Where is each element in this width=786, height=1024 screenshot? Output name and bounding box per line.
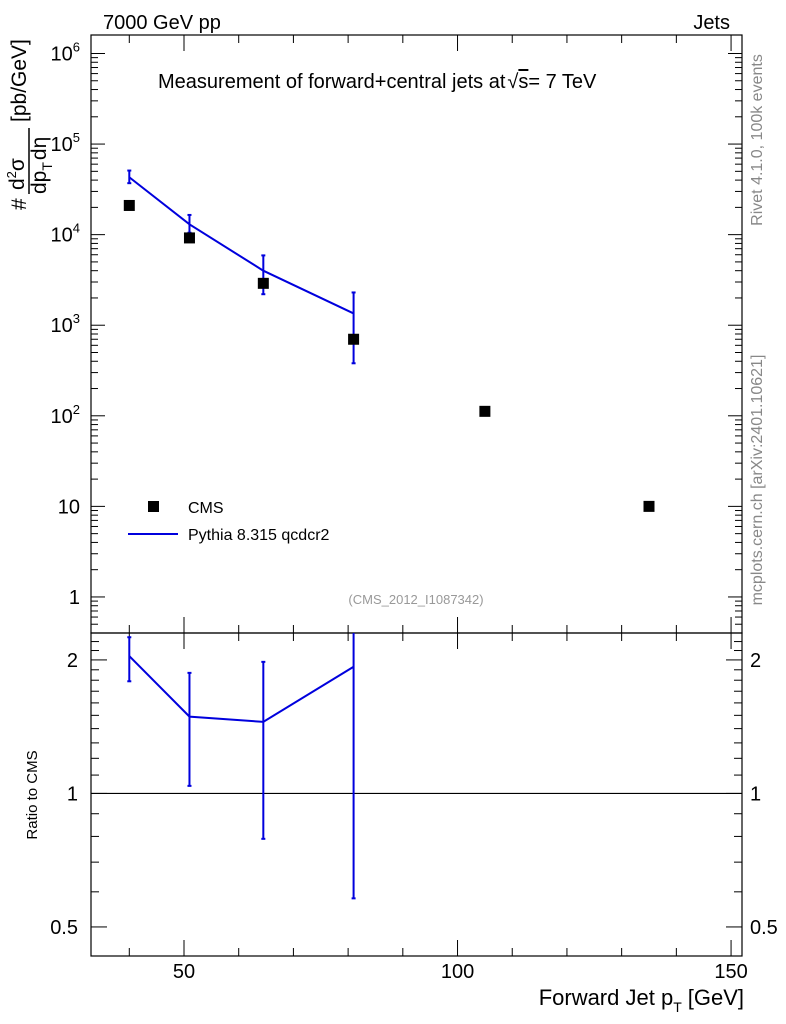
mcplots-reference-label: mcplots.cern.ch [arXiv:2401.10621]: [749, 355, 766, 606]
cms-data-point: [123, 199, 135, 211]
main-y-tick-label-base: 10: [51, 315, 73, 337]
chart-title-sqrt-arg: s: [518, 71, 528, 93]
main-x-ticks: [128, 35, 732, 633]
ratio-y-tick-label-right: 0.5: [750, 917, 778, 939]
y-label-num-sym: σ: [6, 158, 29, 171]
y-label-den-sub: T: [39, 162, 55, 171]
ratio-panel-frame: [90, 632, 743, 957]
main-y-tick-label-exp: 2: [73, 402, 80, 417]
main-data-layer: [123, 169, 655, 512]
x-label-sub: T: [673, 999, 682, 1015]
rivet-version-label: Rivet 4.1.0, 100k events: [749, 54, 766, 226]
cms-data-point: [257, 277, 269, 289]
ratio-x-tick-label: 50: [173, 961, 195, 983]
y-label-den-deta: dη: [28, 137, 51, 160]
pythia-line: [128, 176, 355, 315]
main-y-tick-label: 103: [51, 311, 80, 337]
main-y-tick-label: 104: [51, 221, 80, 247]
ratio-line: [128, 655, 355, 723]
ratio-y-ticks: 0.5 0.5 1 1 2 2: [50, 641, 778, 939]
chart-title-energy: = 7 TeV: [528, 71, 597, 93]
y-label-den-dp: dp: [28, 171, 51, 194]
header-beam-label: 7000 GeV pp: [103, 12, 221, 34]
main-y-tick-label: 1: [69, 587, 80, 609]
main-y-tick-label-base: 10: [51, 225, 73, 247]
main-y-tick-label: 105: [51, 130, 80, 156]
main-y-tick-label-base: 10: [51, 43, 73, 65]
main-y-tick-label-exp: 5: [73, 130, 80, 145]
main-y-tick-label-exp: 6: [73, 39, 80, 54]
main-panel: Measurement of forward+central jets at √s…: [4, 34, 743, 634]
ratio-y-tick-label-left: 1: [67, 783, 78, 805]
ratio-y-tick-label-right: 1: [750, 783, 761, 805]
main-y-tick-label-base: 10: [51, 406, 73, 428]
y-label-units: [pb/GeV]: [8, 39, 31, 122]
ratio-y-tick-label-left: 2: [67, 650, 78, 672]
header-process-label: Jets: [693, 12, 730, 34]
main-y-tick-label: 106: [51, 39, 80, 65]
svg-text:dpTdη: dpTdη: [28, 137, 55, 194]
legend-cms-marker: [148, 501, 159, 512]
ratio-y-tick-label-right: 2: [750, 650, 761, 672]
y-label-num-d: d: [6, 178, 29, 190]
cms-data-point: [348, 333, 360, 345]
ratio-x-tick-label: 150: [714, 961, 747, 983]
cms-data-point: [183, 232, 195, 244]
ratio-panel: Ratio to CMS Forward Jet pT [GeV] 0.5 0.51…: [24, 632, 778, 1015]
main-y-tick-label-base: 10: [58, 496, 80, 518]
analysis-watermark: (CMS_2012_I1087342): [348, 592, 483, 607]
x-label-units: [GeV]: [688, 985, 744, 1010]
main-y-tick-label-base: 1: [69, 587, 80, 609]
ratio-x-tick-label: 100: [441, 961, 474, 983]
ratio-y-tick-label-left: 0.5: [50, 917, 78, 939]
ratio-data-layer: [127, 633, 356, 900]
x-label-main: Forward Jet p: [539, 985, 674, 1010]
main-y-tick-label-exp: 3: [73, 311, 80, 326]
cms-data-point: [643, 500, 655, 512]
main-y-tick-label: 10: [58, 496, 80, 518]
cms-data-point: [479, 405, 491, 417]
main-y-tick-label: 102: [51, 402, 80, 428]
main-y-tick-label-base: 10: [51, 134, 73, 156]
chart-title: Measurement of forward+central jets at √s…: [158, 71, 597, 93]
ratio-y-axis-label: Ratio to CMS: [24, 750, 41, 839]
y-label-num-sup: 2: [4, 171, 19, 178]
y-axis-label: # d2σ dpTdη [pb/GeV]: [4, 39, 55, 210]
chart-title-main: Measurement of forward+central jets at: [158, 71, 506, 93]
svg-text:d2σ: d2σ: [4, 158, 29, 190]
y-label-hash: #: [8, 198, 31, 210]
main-y-tick-label-exp: 4: [73, 221, 80, 236]
x-axis-label: Forward Jet pT [GeV]: [539, 985, 744, 1015]
legend-pythia-label: Pythia 8.315 qcdcr2: [188, 527, 330, 544]
legend: CMS Pythia 8.315 qcdcr2: [128, 500, 330, 544]
legend-cms-label: CMS: [188, 500, 224, 517]
ratio-x-ticks: 50 100 150: [128, 633, 748, 983]
